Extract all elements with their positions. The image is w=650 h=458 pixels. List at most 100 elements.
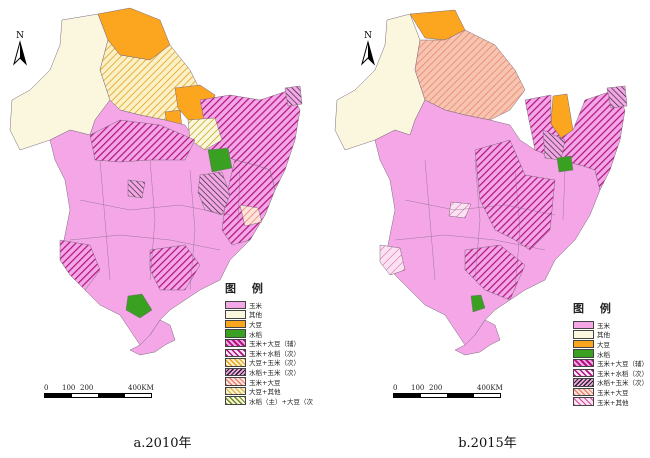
scale-label-100: 100: [62, 384, 76, 392]
region-corn-soy-west: [89, 119, 196, 163]
legend-swatch: [573, 320, 594, 330]
region-corn-soy-south: [149, 244, 201, 291]
legend-swatch: [573, 397, 594, 406]
region-rice-soy-north: [187, 117, 223, 151]
legend-item: 水稻: [225, 329, 313, 339]
legend-item: 玉米: [225, 300, 313, 310]
legend-item: 水稻+玉米（次）: [573, 378, 648, 388]
legend-label: 玉米+水稻（次）: [249, 349, 300, 358]
region-corn-soy-sw: [59, 239, 101, 291]
legend-swatch: [225, 338, 246, 348]
legend-item: 其他: [573, 330, 648, 340]
legend-item: 大豆: [573, 339, 648, 349]
region-corn-peninsula: [129, 319, 176, 356]
caption-2010: a.2010年: [133, 436, 192, 451]
region-rice-south: [470, 294, 486, 313]
legend-item: 水稻: [573, 349, 648, 359]
legend-label: 玉米+大豆（辅）: [249, 340, 300, 349]
legend-item: 玉米: [573, 320, 648, 330]
scale-label-0: 0: [44, 384, 49, 392]
legend-item: 玉米+大豆: [225, 377, 313, 387]
region-corn-soy-south: [464, 244, 526, 301]
legend-swatch: [225, 329, 246, 338]
legend-label: 玉米+大豆（辅）: [597, 360, 648, 369]
legend-item: 大豆+玉米（次）: [225, 358, 313, 368]
region-rice-north: [556, 155, 574, 173]
legend-swatch: [225, 319, 246, 329]
legend-label: 水稻+玉米（次）: [249, 368, 300, 377]
legend-label: 水稻+玉米（次）: [597, 379, 648, 388]
legend-label: 玉米: [249, 301, 262, 310]
legend-swatch: [225, 386, 246, 396]
legend-item: 玉米+水稻（次）: [573, 368, 648, 378]
scale-label-0: 0: [393, 384, 398, 392]
legend-2010: 图 例 玉米 其他 大豆 水稻 玉米+大豆（辅） 玉米+水稻（次） 大豆+玉米（次） 水稻+玉…: [225, 280, 313, 406]
region-corn-other-mid: [448, 201, 472, 219]
legend-label: 玉米+大豆: [249, 378, 281, 387]
scale-bar-2010: 0 100 200 400KM: [44, 384, 154, 398]
svg-text:N: N: [364, 31, 372, 41]
map-2015: N: [334, 9, 628, 356]
region-rice-corn-mid: [127, 179, 146, 199]
map-panel-2015: N 图 例 玉米 其他 大豆 水稻 玉米+大豆（辅） 玉米+水稻（次） 水稻+玉米（次） 玉米…: [325, 0, 650, 458]
scale-label-400: 400KM: [128, 384, 154, 392]
region-rice-corn-ne: [606, 85, 628, 109]
scale-label-200: 200: [80, 384, 94, 392]
legend-swatch: [225, 377, 246, 386]
legend-label: 水稻: [597, 350, 610, 359]
region-soy-other-east: [239, 204, 263, 227]
legend-swatch: [573, 358, 594, 368]
legend-item: 玉米+大豆（辅）: [573, 358, 648, 368]
legend-label: 玉米+大豆: [597, 388, 629, 397]
legend-item: 玉米+大豆: [573, 387, 648, 397]
legend-label: 玉米: [597, 321, 610, 330]
region-corn-rice-east: [474, 139, 556, 251]
legend-label: 水稻: [249, 330, 262, 339]
legend-label: 其他: [249, 311, 262, 320]
legend-swatch: [225, 396, 246, 405]
legend-item: 玉米+水稻（次）: [225, 348, 313, 358]
legend-label: 玉米+其他: [597, 398, 629, 407]
legend-swatch: [573, 368, 594, 378]
legend-label: 大豆+玉米（次）: [249, 359, 300, 368]
legend-swatch: [573, 387, 594, 397]
legend-label: 大豆+其他: [249, 388, 281, 397]
region-other-west: [334, 13, 426, 151]
legend-swatch: [573, 339, 594, 349]
legend-title: 图 例: [225, 282, 269, 295]
legend-label: 大豆: [597, 340, 610, 349]
legend-swatch: [225, 367, 246, 377]
legend-label: 玉米+水稻（次）: [597, 369, 648, 378]
map-panel-2010: N 图 例 玉米 其他 大豆 水稻 玉米+大豆（辅） 玉米+水稻（次） 大豆+玉米（次） 水稻…: [9, 7, 313, 451]
legend-item: 大豆+其他: [225, 386, 313, 396]
legend-swatch: [225, 358, 246, 367]
legend-title: 图 例: [573, 302, 617, 315]
legend-swatch: [573, 349, 594, 358]
legend-swatch: [225, 348, 246, 358]
scale-label-200: 200: [429, 384, 443, 392]
legend-items: 玉米 其他 大豆 水稻 玉米+大豆（辅） 玉米+水稻（次） 水稻+玉米（次） 玉米+大豆 玉米+…: [573, 320, 648, 407]
legend-2015: 图 例 玉米 其他 大豆 水稻 玉米+大豆（辅） 玉米+水稻（次） 水稻+玉米（次） 玉米+大…: [573, 300, 648, 407]
legend-label: 大豆: [249, 320, 262, 329]
legend-items: 玉米 其他 大豆 水稻 玉米+大豆（辅） 玉米+水稻（次） 大豆+玉米（次） 水稻+玉米（次）…: [225, 300, 313, 406]
legend-item: 玉米+大豆（辅）: [225, 338, 313, 348]
legend-swatch: [573, 378, 594, 387]
region-rice-south: [125, 293, 153, 319]
region-rice-north: [207, 147, 233, 173]
map-2010: N: [9, 7, 303, 356]
north-arrow-icon: N: [361, 31, 375, 66]
region-corn-other-sw: [379, 244, 406, 276]
caption-2015: b.2015年: [458, 436, 517, 451]
svg-text:N: N: [16, 31, 24, 41]
region-corn-peninsula: [454, 319, 501, 356]
legend-item: 水稻+玉米（次）: [225, 367, 313, 377]
legend-swatch: [225, 300, 246, 310]
scale-label-400: 400KM: [477, 384, 503, 392]
legend-item: 玉米+其他: [573, 397, 648, 407]
legend-swatch: [225, 310, 246, 319]
legend-label: 其他: [597, 331, 610, 340]
legend-item: 大豆: [225, 319, 313, 329]
region-rice-corn-ne: [284, 85, 303, 107]
legend-item: 水稻（主）+大豆（次: [225, 396, 313, 406]
legend-label: 水稻（主）+大豆（次: [249, 397, 313, 406]
